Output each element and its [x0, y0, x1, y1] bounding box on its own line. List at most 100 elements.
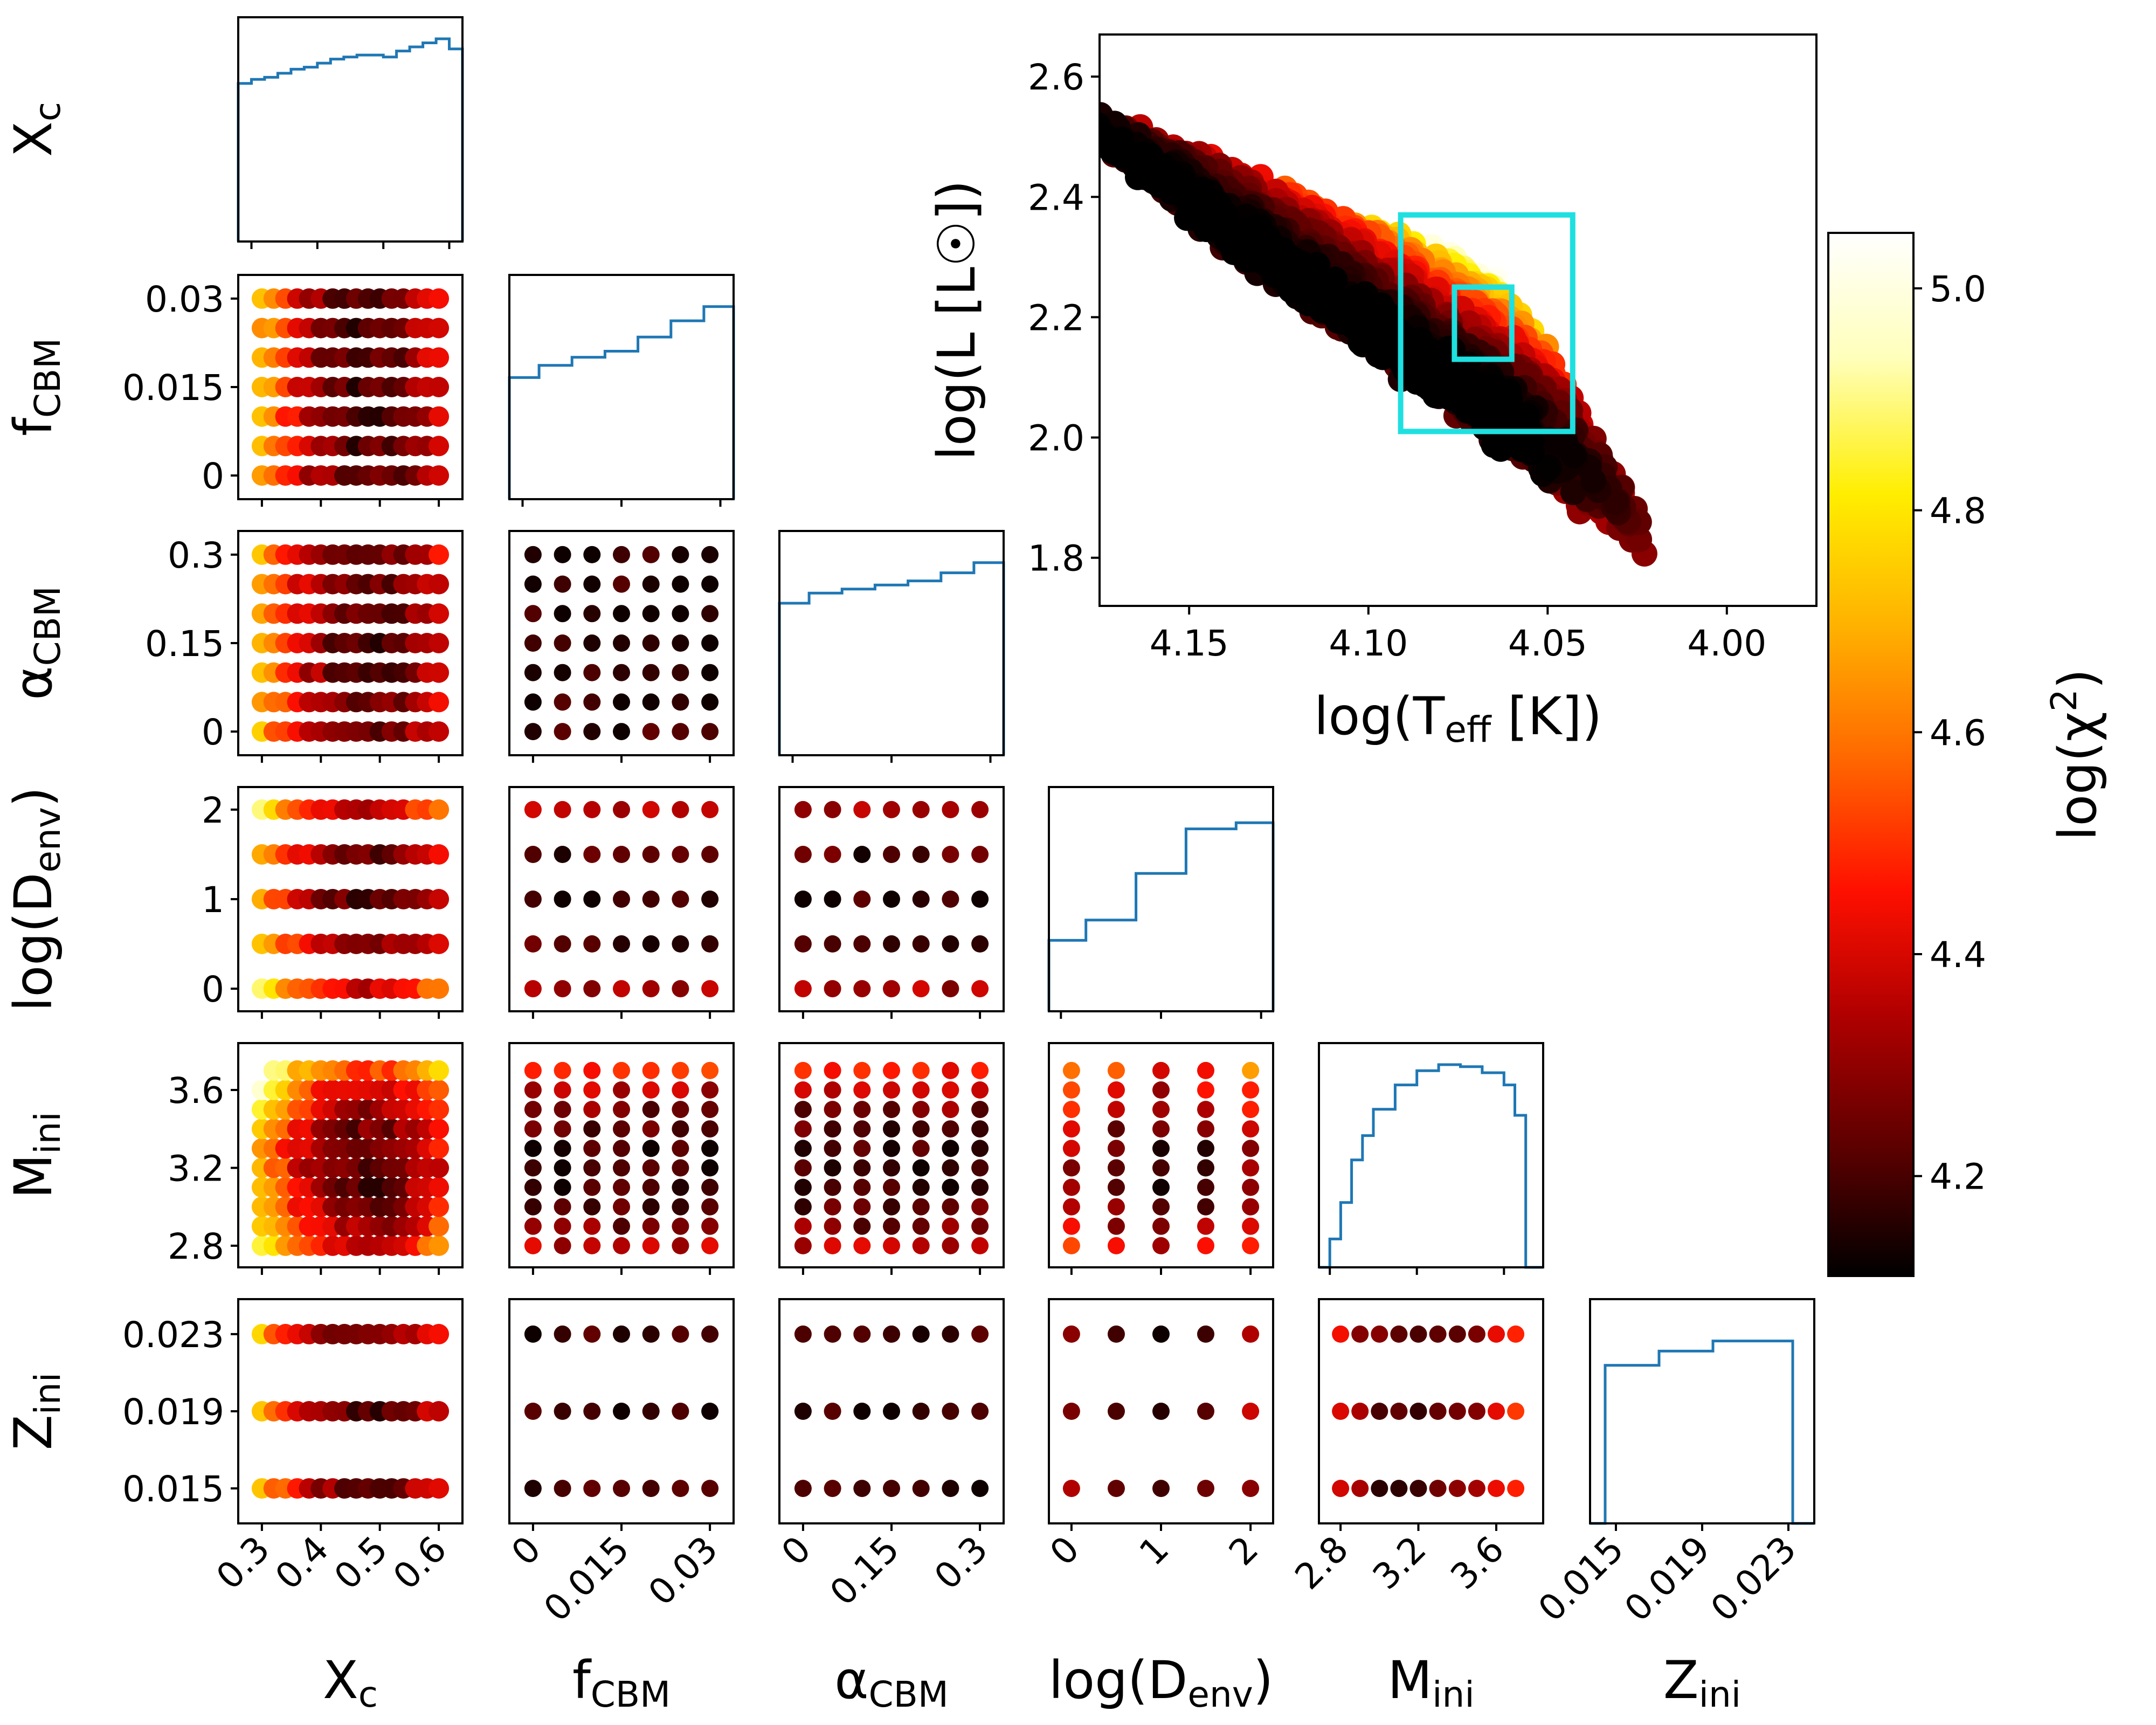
hr-model-point [1051, 96, 1076, 122]
scatter-point [672, 1480, 689, 1498]
scatter-point [971, 1480, 989, 1498]
scatter-point [794, 1081, 812, 1099]
y-tick-label-logDenv: 2 [202, 790, 224, 831]
scatter-point [642, 801, 660, 818]
scatter-point [824, 1140, 841, 1157]
scatter-point [583, 980, 601, 998]
scatter-point [1062, 1081, 1080, 1099]
hr-model-point [1100, 118, 1101, 126]
scatter-point [672, 1178, 689, 1196]
colorbar-ticks: 4.2 4.4 4.6 4.8 5.0 [1913, 268, 1986, 1198]
panel-Zini-vs-Zini [1589, 1298, 1815, 1531]
scatter-point [1062, 1480, 1080, 1498]
y-tick-label-alphaCBM: 0.15 [145, 623, 224, 665]
scatter-point [672, 1325, 689, 1343]
scatter-point [1429, 1325, 1447, 1343]
scatter-point [613, 1101, 630, 1119]
scatter-point [1152, 1217, 1170, 1235]
hr-model-point [1067, 104, 1093, 130]
x-tick-label-alphaCBM: 0.15 [822, 1528, 907, 1613]
scatter-point [853, 1237, 871, 1254]
scatter-point [942, 980, 959, 998]
scatter-point [1351, 1325, 1369, 1343]
scatter-point [642, 1120, 660, 1138]
scatter-point [524, 1217, 542, 1235]
scatter-point [429, 633, 450, 653]
scatter-point [554, 1403, 571, 1420]
scatter-point [1242, 1217, 1260, 1235]
scatter-point [853, 801, 871, 818]
hr-model-point [1067, 105, 1093, 131]
scatter-point [554, 891, 571, 908]
scatter-point [429, 603, 450, 624]
scatter-point [524, 1140, 542, 1157]
panel-frame [1589, 1298, 1815, 1524]
scatter-point [853, 1140, 871, 1157]
scatter-point [1507, 1325, 1525, 1343]
hr-model-point [1058, 102, 1083, 128]
scatter-point [701, 980, 719, 998]
scatter-point [1108, 1101, 1125, 1119]
scatter-point [524, 891, 542, 908]
scatter-point [971, 891, 989, 908]
scatter-point [971, 1198, 989, 1216]
scatter-point [701, 935, 719, 953]
scatter-point [613, 723, 630, 741]
scatter-point [583, 1101, 601, 1119]
scatter-point [1468, 1403, 1485, 1420]
scatter-point [971, 1061, 989, 1079]
scatter-point [1197, 1217, 1214, 1235]
scatter-point [642, 723, 660, 741]
scatter-point [583, 693, 601, 711]
scatter-point [429, 978, 450, 999]
scatter-point [672, 1061, 689, 1079]
scatter-point [1108, 1237, 1125, 1254]
scatter-point [701, 664, 719, 681]
scatter-point [554, 935, 571, 953]
scatter-point [1242, 1061, 1260, 1079]
scatter-point [554, 664, 571, 681]
scatter-point [672, 664, 689, 681]
hr-model-point [1129, 141, 1156, 168]
scatter-point [429, 318, 450, 339]
scatter-point [912, 1120, 930, 1138]
scatter-point [554, 801, 571, 818]
row-label-alphaCBM: αCBM [3, 586, 68, 700]
scatter-point [912, 980, 930, 998]
scatter-point [613, 1140, 630, 1157]
scatter-point [883, 1140, 900, 1157]
scatter-point [1448, 1403, 1466, 1420]
panel-frame [1318, 1298, 1544, 1524]
scatter-point [429, 1138, 450, 1159]
scatter-point [794, 1217, 812, 1235]
scatter-point [701, 1403, 719, 1420]
histogram-Zini [1590, 1340, 1814, 1525]
panel-alphaCBM-vs-Xc: 0 0.15 0.3 [145, 530, 464, 763]
scatter-point [942, 1403, 959, 1420]
scatter-point [613, 1061, 630, 1079]
scatter-point [1507, 1480, 1525, 1498]
scatter-point [613, 1120, 630, 1138]
scatter-point [429, 844, 450, 865]
scatter-point [883, 1325, 900, 1343]
panel-fCBM-vs-Xc: 0 0.015 0.03 [122, 274, 464, 507]
scatter-point [672, 1081, 689, 1099]
scatter-point [554, 1140, 571, 1157]
hr-model-point [1443, 355, 1469, 382]
scatter-point [613, 1198, 630, 1216]
scatter-point [554, 605, 571, 623]
x-tick-label-Mini: 3.6 [1443, 1528, 1512, 1598]
y-tick-label-alphaCBM: 0 [202, 712, 224, 753]
panel-frame [237, 16, 464, 243]
scatter-point [883, 1120, 900, 1138]
scatter-point [429, 721, 450, 742]
scatter-point [883, 1178, 900, 1196]
scatter-point [824, 1101, 841, 1119]
hr-model-point [1068, 117, 1094, 143]
scatter-point [1108, 1159, 1125, 1177]
scatter-point [1409, 1403, 1427, 1420]
scatter-point [912, 891, 930, 908]
scatter-point [583, 891, 601, 908]
scatter-point [912, 1140, 930, 1157]
scatter-point [942, 1325, 959, 1343]
